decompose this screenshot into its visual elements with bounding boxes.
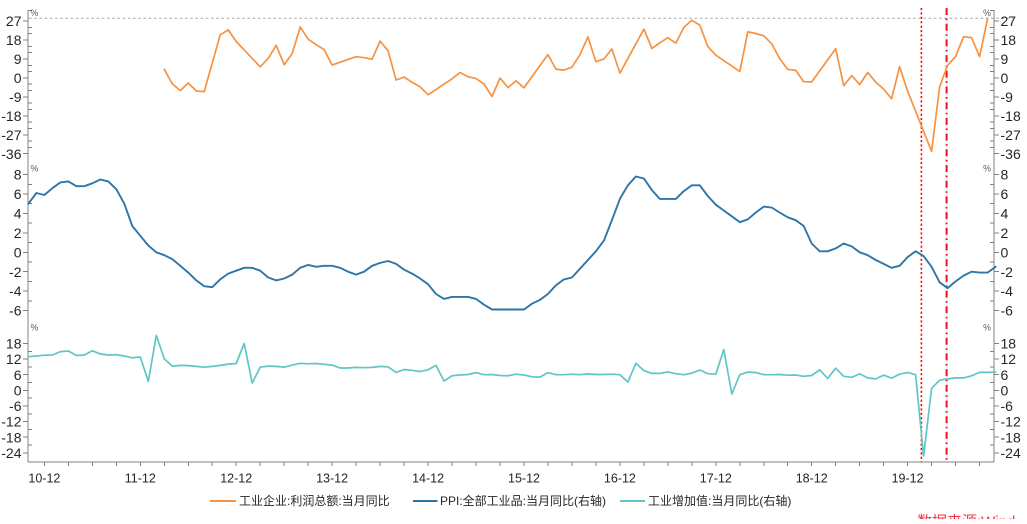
svg-text:18: 18	[1001, 32, 1017, 48]
svg-text:0: 0	[1001, 244, 1009, 260]
svg-text:工业增加值:当月同比(右轴): 工业增加值:当月同比(右轴)	[648, 493, 791, 508]
svg-text:18: 18	[6, 32, 22, 48]
svg-text:%: %	[983, 8, 991, 18]
svg-text:-4: -4	[1001, 283, 1014, 299]
svg-text:12: 12	[6, 351, 22, 367]
svg-text:6: 6	[1001, 367, 1009, 383]
svg-text:-18: -18	[1001, 108, 1021, 124]
svg-text:0: 0	[14, 70, 22, 86]
svg-text:-6: -6	[1001, 398, 1014, 414]
svg-text:6: 6	[14, 186, 22, 202]
svg-text:%: %	[983, 323, 991, 333]
svg-text:-2: -2	[1001, 264, 1014, 280]
svg-text:19-12: 19-12	[892, 472, 924, 486]
svg-text:-18: -18	[1, 108, 21, 124]
svg-text:-6: -6	[1001, 303, 1014, 319]
svg-text:-18: -18	[1001, 429, 1021, 445]
svg-text:9: 9	[14, 51, 22, 67]
svg-text:%: %	[31, 164, 39, 174]
svg-text:数据来源:Wind: 数据来源:Wind	[917, 514, 1015, 520]
svg-text:-18: -18	[1, 429, 21, 445]
svg-text:-4: -4	[9, 283, 22, 299]
svg-text:2: 2	[14, 225, 22, 241]
svg-text:0: 0	[14, 382, 22, 398]
svg-text:6: 6	[14, 367, 22, 383]
svg-text:0: 0	[1001, 70, 1009, 86]
svg-text:27: 27	[1001, 13, 1017, 29]
svg-text:-9: -9	[1001, 89, 1014, 105]
svg-text:8: 8	[1001, 167, 1009, 183]
svg-text:18-12: 18-12	[796, 472, 828, 486]
svg-text:PPI:全部工业品:当月同比(右轴): PPI:全部工业品:当月同比(右轴)	[440, 493, 606, 508]
svg-text:8: 8	[14, 167, 22, 183]
svg-text:工业企业:利润总额:当月同比: 工业企业:利润总额:当月同比	[239, 493, 390, 508]
svg-text:17-12: 17-12	[700, 472, 732, 486]
svg-text:16-12: 16-12	[604, 472, 636, 486]
svg-text:0: 0	[1001, 382, 1009, 398]
svg-text:14-12: 14-12	[412, 472, 444, 486]
svg-text:18: 18	[6, 336, 22, 352]
svg-text:-36: -36	[1001, 146, 1021, 162]
svg-text:15-12: 15-12	[508, 472, 540, 486]
svg-text:%: %	[31, 8, 39, 18]
svg-text:-6: -6	[9, 303, 22, 319]
svg-text:-27: -27	[1001, 127, 1021, 143]
svg-text:27: 27	[6, 13, 22, 29]
svg-text:%: %	[31, 323, 39, 333]
svg-text:-12: -12	[1001, 414, 1021, 430]
svg-text:11-12: 11-12	[125, 472, 156, 486]
svg-text:9: 9	[1001, 51, 1009, 67]
svg-text:18: 18	[1001, 336, 1017, 352]
svg-text:-2: -2	[9, 264, 22, 280]
svg-text:12-12: 12-12	[220, 472, 252, 486]
svg-text:-27: -27	[1, 127, 21, 143]
svg-text:2: 2	[1001, 225, 1009, 241]
svg-text:-9: -9	[9, 89, 22, 105]
svg-text:-12: -12	[1, 414, 21, 430]
svg-text:12: 12	[1001, 351, 1017, 367]
svg-text:-36: -36	[1, 146, 21, 162]
svg-text:-24: -24	[1001, 445, 1021, 461]
svg-text:-6: -6	[9, 398, 22, 414]
svg-text:4: 4	[1001, 206, 1009, 222]
svg-text:10-12: 10-12	[28, 472, 60, 486]
svg-text:13-12: 13-12	[316, 472, 348, 486]
svg-text:0: 0	[14, 244, 22, 260]
svg-text:-24: -24	[1, 445, 21, 461]
svg-text:6: 6	[1001, 186, 1009, 202]
svg-text:%: %	[983, 164, 991, 174]
svg-text:4: 4	[14, 206, 22, 222]
